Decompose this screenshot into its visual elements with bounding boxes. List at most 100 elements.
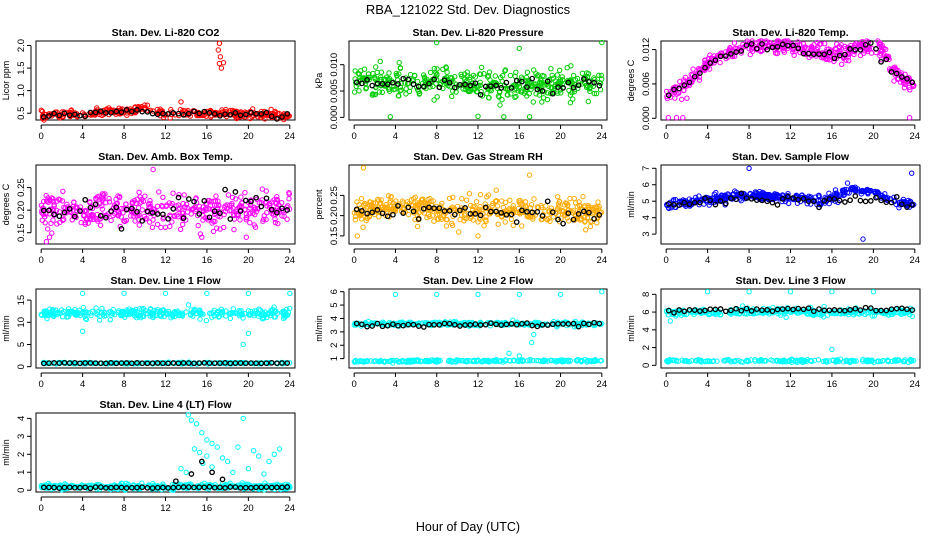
data-point bbox=[539, 216, 545, 223]
data-point bbox=[81, 212, 88, 219]
data-point bbox=[508, 216, 515, 223]
data-point bbox=[512, 94, 518, 101]
data-point bbox=[248, 198, 254, 205]
data-point bbox=[354, 199, 360, 205]
data-point bbox=[178, 99, 184, 105]
data-point bbox=[769, 44, 776, 51]
data-point bbox=[46, 113, 52, 119]
data-point bbox=[73, 204, 80, 210]
data-point bbox=[139, 207, 146, 213]
data-point bbox=[441, 77, 448, 84]
data-point bbox=[177, 226, 184, 233]
data-point bbox=[554, 72, 560, 78]
data-point bbox=[596, 82, 603, 89]
x-tick-label: 24 bbox=[597, 379, 608, 390]
data-points bbox=[38, 40, 292, 123]
data-point bbox=[379, 89, 385, 96]
data-point bbox=[238, 110, 244, 116]
data-point bbox=[665, 115, 671, 121]
data-points bbox=[664, 165, 917, 242]
data-point bbox=[580, 208, 587, 215]
data-points bbox=[38, 290, 293, 367]
y-tick-label: 5 bbox=[16, 342, 27, 347]
data-point bbox=[166, 200, 173, 206]
data-point bbox=[717, 59, 723, 66]
data-point bbox=[121, 290, 127, 297]
data-point bbox=[852, 46, 859, 53]
data-point bbox=[219, 107, 225, 113]
data-point bbox=[379, 81, 386, 87]
data-point bbox=[884, 53, 890, 60]
plot-frame bbox=[35, 40, 296, 121]
y-axis-label: ml/min bbox=[314, 315, 324, 342]
data-point bbox=[506, 350, 512, 356]
data-point bbox=[857, 46, 864, 53]
data-point bbox=[215, 202, 222, 208]
data-point bbox=[144, 208, 151, 215]
data-point bbox=[526, 114, 533, 120]
x-tick-label: 20 bbox=[868, 131, 879, 142]
data-point bbox=[586, 209, 592, 216]
data-point bbox=[195, 222, 201, 229]
y-tick-label: 1 bbox=[329, 356, 340, 361]
data-point bbox=[568, 63, 574, 69]
data-point bbox=[203, 317, 210, 324]
data-point bbox=[763, 192, 769, 198]
data-point bbox=[199, 234, 205, 240]
data-point bbox=[879, 47, 885, 53]
y-tick-label: 1.5 bbox=[16, 61, 27, 74]
data-point bbox=[396, 71, 402, 77]
data-point bbox=[150, 108, 156, 114]
data-point bbox=[434, 94, 440, 100]
data-point bbox=[679, 96, 685, 103]
data-point bbox=[591, 215, 597, 222]
data-point bbox=[498, 209, 505, 216]
data-point bbox=[49, 206, 55, 212]
figure-x-axis-label: Hour of Day (UTC) bbox=[416, 520, 520, 534]
data-point bbox=[488, 83, 494, 90]
data-point bbox=[180, 215, 187, 221]
data-point bbox=[150, 166, 156, 173]
data-point bbox=[242, 197, 249, 204]
data-point bbox=[456, 229, 462, 235]
data-point bbox=[575, 211, 582, 217]
data-point bbox=[420, 205, 427, 212]
data-point bbox=[97, 108, 104, 115]
y-tick-label: 5 bbox=[329, 302, 340, 307]
data-point bbox=[274, 209, 280, 216]
data-point bbox=[212, 218, 218, 225]
data-point bbox=[162, 290, 169, 297]
data-point bbox=[774, 202, 781, 208]
data-point bbox=[596, 72, 602, 79]
data-point bbox=[181, 192, 187, 198]
data-point bbox=[558, 90, 564, 96]
data-point bbox=[549, 90, 556, 97]
x-tick-label: 8 bbox=[746, 131, 751, 142]
data-point bbox=[108, 217, 114, 224]
data-point bbox=[276, 110, 282, 117]
data-point bbox=[130, 213, 137, 219]
data-point bbox=[103, 214, 109, 221]
x-tick-label: 8 bbox=[434, 131, 439, 142]
data-point bbox=[473, 199, 480, 205]
data-point bbox=[759, 41, 765, 47]
data-point bbox=[414, 223, 421, 230]
data-point bbox=[477, 212, 484, 219]
data-point bbox=[722, 53, 729, 59]
data-point bbox=[467, 82, 474, 89]
y-axis-label: percent bbox=[314, 189, 324, 220]
data-point bbox=[284, 110, 291, 117]
data-point bbox=[142, 193, 148, 199]
data-point bbox=[822, 41, 828, 47]
data-point bbox=[907, 87, 913, 93]
data-point bbox=[814, 46, 820, 53]
data-point bbox=[493, 82, 499, 89]
data-point bbox=[92, 201, 99, 208]
data-point bbox=[681, 79, 687, 85]
x-tick-label: 24 bbox=[597, 131, 608, 142]
data-point bbox=[844, 180, 851, 186]
data-point bbox=[118, 109, 125, 116]
data-point bbox=[359, 80, 365, 87]
x-axis: 0 4 8 12 16 20 24 bbox=[39, 124, 295, 142]
